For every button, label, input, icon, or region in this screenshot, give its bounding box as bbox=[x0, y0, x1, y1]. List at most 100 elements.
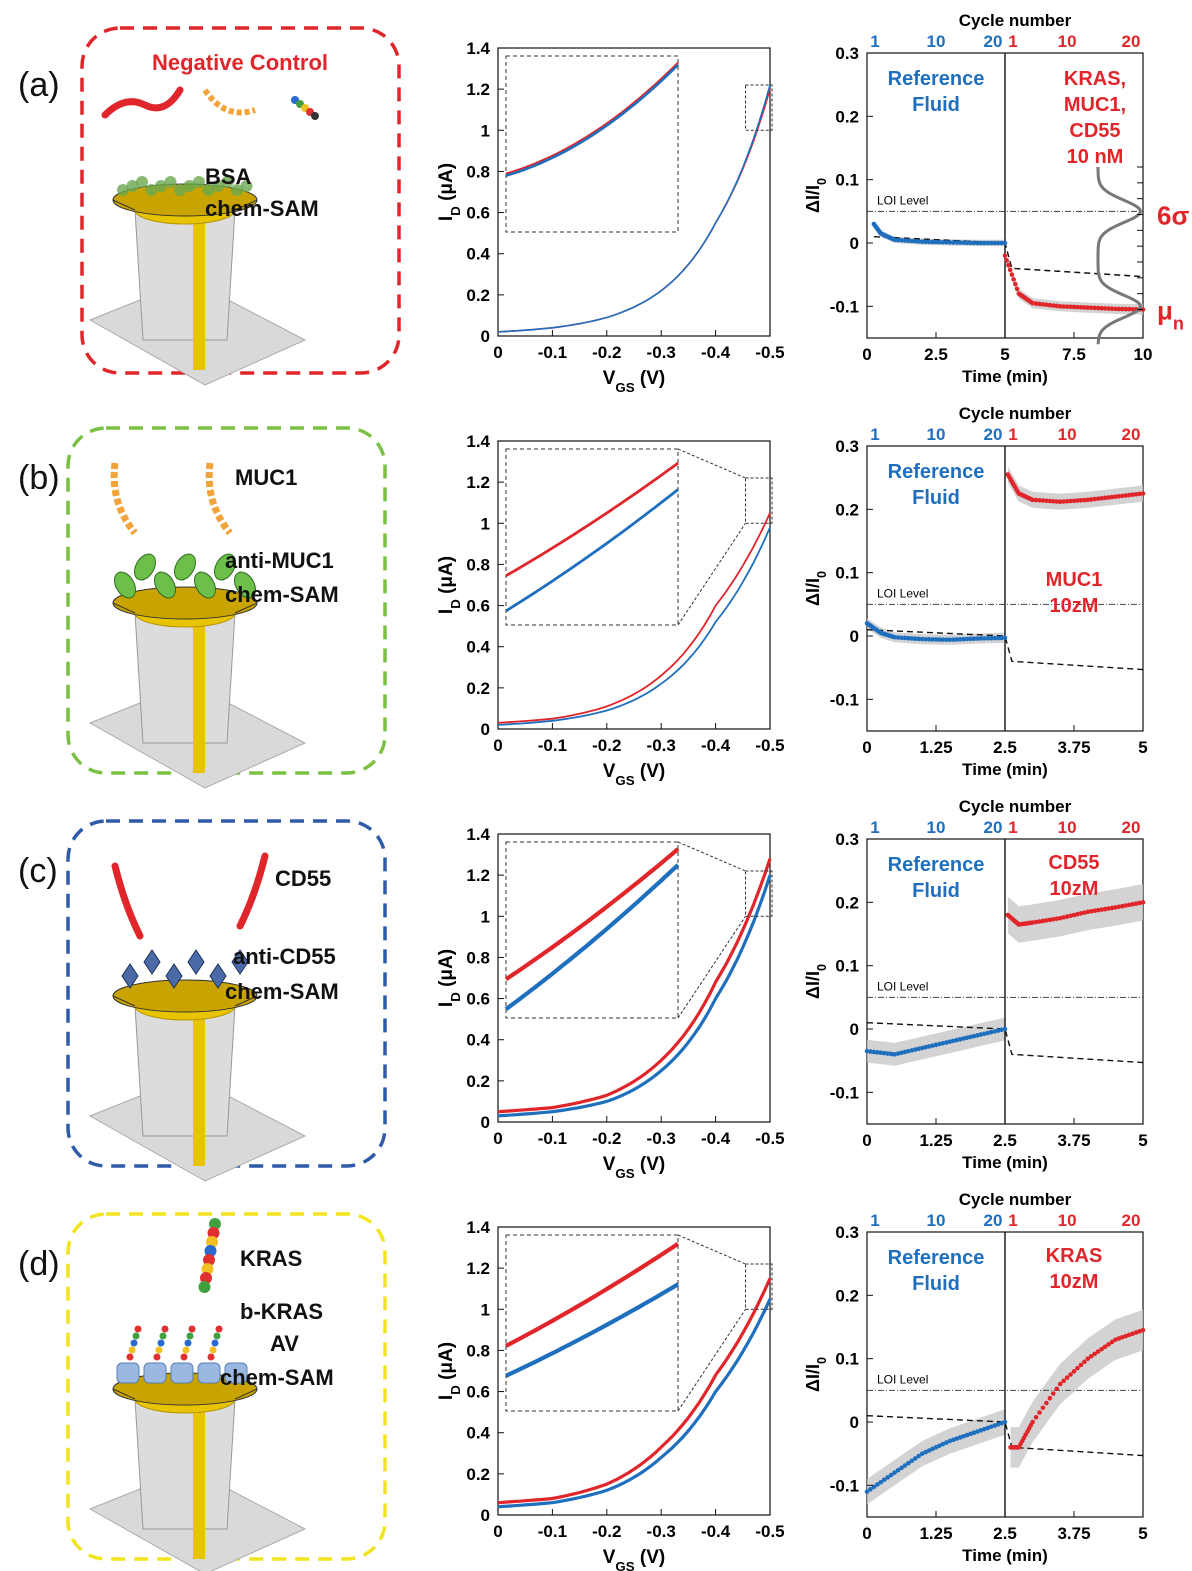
biotin-bead bbox=[161, 1325, 169, 1333]
resp-point bbox=[1037, 919, 1042, 924]
resp-point bbox=[1099, 1346, 1104, 1352]
iv-ytick-label: 1.2 bbox=[466, 80, 490, 99]
resp-ytick-label: 0.2 bbox=[835, 107, 859, 126]
resp-point bbox=[1092, 1351, 1097, 1357]
schematic-label: b-KRAS bbox=[240, 1299, 323, 1324]
resp-point bbox=[982, 240, 987, 246]
resp-point bbox=[978, 1428, 984, 1433]
resp-point bbox=[971, 636, 977, 641]
panel-label: (c) bbox=[18, 852, 58, 890]
resp-point bbox=[992, 240, 997, 246]
reference-fluid-label: Reference bbox=[888, 854, 985, 876]
iv-ytick-label: 0 bbox=[481, 1113, 490, 1132]
iv-ytick-label: 0.6 bbox=[466, 1383, 490, 1402]
cycle-tick-ref: 10 bbox=[927, 32, 946, 51]
resp-point bbox=[1123, 1333, 1129, 1339]
schematic-label: BSA bbox=[205, 164, 252, 189]
resp-point bbox=[1054, 916, 1060, 922]
avidin-block bbox=[143, 1362, 167, 1384]
resp-point bbox=[950, 637, 956, 642]
iv-xlabel: VGS (V) bbox=[603, 368, 666, 395]
resp-ytick-label: 0 bbox=[850, 1020, 859, 1039]
resp-point bbox=[1140, 900, 1146, 905]
kras-bead bbox=[204, 1245, 217, 1257]
schematic-label: anti-CD55 bbox=[233, 944, 336, 969]
iv-xtick-label: -0.1 bbox=[538, 736, 567, 755]
resp-point bbox=[895, 1051, 901, 1056]
resp-point bbox=[944, 1040, 949, 1045]
resp-point bbox=[1106, 906, 1111, 911]
iv-curve bbox=[497, 874, 772, 1118]
reference-fluid-label: Fluid bbox=[912, 880, 960, 902]
resp-point bbox=[961, 1036, 966, 1041]
resp-ytick-label: -0.1 bbox=[830, 1476, 859, 1495]
antibody-leaf bbox=[114, 571, 136, 599]
resp-xtick-label: 0 bbox=[862, 1131, 871, 1150]
resp-point bbox=[982, 636, 987, 641]
bsa-blob bbox=[117, 184, 129, 196]
bsa-blob bbox=[231, 184, 243, 196]
resp-point bbox=[975, 240, 980, 246]
resp-point bbox=[1011, 277, 1016, 282]
resp-point bbox=[985, 1425, 991, 1431]
resp-point bbox=[885, 1475, 890, 1480]
resp-xtick-label: 0 bbox=[862, 345, 871, 364]
cycle-axis-title: Cycle number bbox=[959, 404, 1072, 423]
target-label: 10zM bbox=[1050, 878, 1099, 900]
resp-point bbox=[1085, 909, 1091, 915]
iv-axes-frame bbox=[497, 1226, 771, 1516]
iv-zoom-connector bbox=[677, 916, 746, 1019]
antibody-diamond bbox=[143, 949, 161, 975]
resp-point bbox=[937, 239, 942, 245]
resp-point bbox=[1123, 493, 1129, 498]
cycle-tick-target: 10 bbox=[1058, 818, 1077, 837]
iv-xtick-label: -0.3 bbox=[647, 1522, 676, 1541]
cycle-axis-title: Cycle number bbox=[959, 11, 1072, 30]
drift-line bbox=[866, 1021, 1144, 1064]
resp-point bbox=[913, 238, 918, 244]
resp-point bbox=[868, 1049, 873, 1054]
resp-point bbox=[1116, 1336, 1122, 1341]
resp-point bbox=[930, 637, 935, 642]
bsa-blob bbox=[164, 176, 177, 188]
iv-ytick-label: 0 bbox=[481, 1506, 490, 1525]
gold-lead bbox=[193, 1006, 205, 1166]
resp-point bbox=[1068, 498, 1073, 504]
resp-point bbox=[999, 1027, 1004, 1033]
schematic-label: chem-SAM bbox=[225, 582, 339, 607]
protein-bead bbox=[311, 112, 319, 120]
target-label: MUC1, bbox=[1064, 94, 1126, 116]
resp-xtick-label: 5 bbox=[1138, 1131, 1147, 1150]
resp-point bbox=[1106, 306, 1111, 311]
resp-point bbox=[926, 1448, 932, 1453]
antibody-leaf bbox=[154, 571, 176, 599]
resp-point bbox=[1068, 913, 1073, 919]
panel-label: (b) bbox=[18, 459, 60, 497]
cycle-tick-ref: 1 bbox=[870, 1211, 879, 1230]
iv-ytick-label: 1.2 bbox=[466, 473, 490, 492]
resp-xtick-label: 0 bbox=[862, 1524, 871, 1543]
resp-point bbox=[968, 240, 973, 246]
biotin-bead bbox=[209, 1346, 217, 1354]
resp-ylabel: ΔI/I0 bbox=[803, 178, 829, 213]
cycle-tick-ref: 20 bbox=[984, 1211, 1003, 1230]
resp-point bbox=[1109, 905, 1115, 911]
iv-xlabel: VGS (V) bbox=[603, 1154, 666, 1181]
panel-label: (d) bbox=[18, 1245, 60, 1283]
antibody-leaf bbox=[174, 553, 196, 581]
resp-point bbox=[1006, 262, 1011, 268]
resp-point bbox=[985, 635, 991, 641]
resp-point bbox=[1040, 302, 1046, 307]
iv-axes-frame bbox=[497, 440, 771, 730]
antibody-leaf bbox=[194, 571, 216, 599]
resp-point bbox=[892, 1470, 897, 1475]
resp-xtick-label: 2.5 bbox=[993, 1524, 1017, 1543]
iv-xtick-label: -0.1 bbox=[538, 343, 567, 362]
resp-point bbox=[1047, 498, 1053, 504]
iv-xtick-label: -0.4 bbox=[701, 343, 731, 362]
iv-curve bbox=[497, 527, 771, 726]
iv-ytick-label: 0.2 bbox=[466, 1072, 490, 1091]
iv-ytick-label: 1 bbox=[481, 121, 490, 140]
antibody-diamond bbox=[209, 963, 227, 989]
